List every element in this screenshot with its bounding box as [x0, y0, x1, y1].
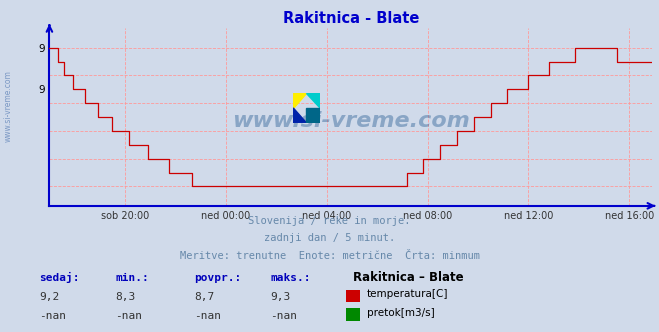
Text: sedaj:: sedaj:: [40, 272, 80, 283]
Polygon shape: [293, 93, 306, 108]
Text: www.si-vreme.com: www.si-vreme.com: [232, 111, 470, 130]
Text: povpr.:: povpr.:: [194, 273, 242, 283]
Text: min.:: min.:: [115, 273, 149, 283]
Text: 8,7: 8,7: [194, 292, 215, 302]
Text: 8,3: 8,3: [115, 292, 136, 302]
Polygon shape: [293, 108, 306, 123]
Text: Meritve: trenutne  Enote: metrične  Črta: minmum: Meritve: trenutne Enote: metrične Črta: …: [179, 251, 480, 261]
Text: pretok[m3/s]: pretok[m3/s]: [367, 308, 435, 318]
Text: 9,3: 9,3: [270, 292, 291, 302]
Text: www.si-vreme.com: www.si-vreme.com: [3, 70, 13, 142]
Text: zadnji dan / 5 minut.: zadnji dan / 5 minut.: [264, 233, 395, 243]
Title: Rakitnica - Blate: Rakitnica - Blate: [283, 11, 419, 26]
Text: 9,2: 9,2: [40, 292, 60, 302]
Polygon shape: [306, 93, 320, 108]
Polygon shape: [306, 108, 320, 123]
Text: Slovenija / reke in morje.: Slovenija / reke in morje.: [248, 216, 411, 226]
Text: -nan: -nan: [270, 311, 297, 321]
Text: -nan: -nan: [40, 311, 67, 321]
Text: maks.:: maks.:: [270, 273, 310, 283]
Text: Rakitnica – Blate: Rakitnica – Blate: [353, 271, 463, 284]
Text: -nan: -nan: [194, 311, 221, 321]
Text: temperatura[C]: temperatura[C]: [367, 289, 449, 299]
Text: -nan: -nan: [115, 311, 142, 321]
